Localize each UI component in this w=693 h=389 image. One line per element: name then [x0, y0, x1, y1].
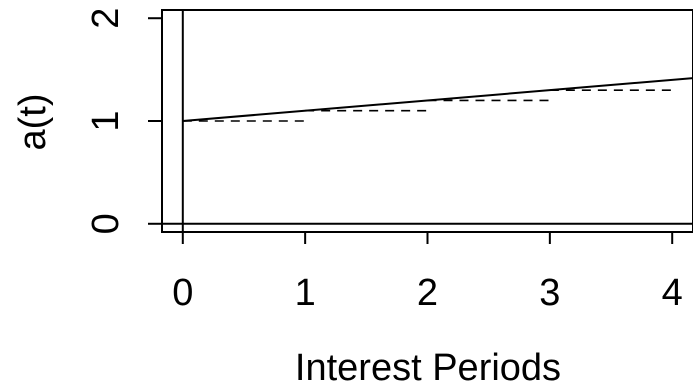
y-tick-label-0: 0 — [85, 213, 127, 234]
plot-frame — [161, 9, 693, 233]
x-tick-label-1: 1 — [295, 272, 316, 314]
plot-marks — [162, 10, 693, 232]
y-tick-label-2: 2 — [85, 8, 127, 29]
x-tick-label-2: 2 — [417, 272, 438, 314]
y-axis: 0 1 2 — [85, 8, 162, 234]
x-axis: 0 1 2 3 4 — [172, 232, 683, 314]
y-axis-label: a(t) — [12, 94, 54, 151]
y-tick-label-1: 1 — [85, 110, 127, 131]
x-axis-label: Interest Periods — [295, 347, 561, 384]
x-tick-label-3: 3 — [539, 272, 560, 314]
series-line-solid — [182, 77, 693, 122]
x-tick-label-4: 4 — [662, 272, 683, 314]
x-tick-label-0: 0 — [172, 272, 193, 314]
